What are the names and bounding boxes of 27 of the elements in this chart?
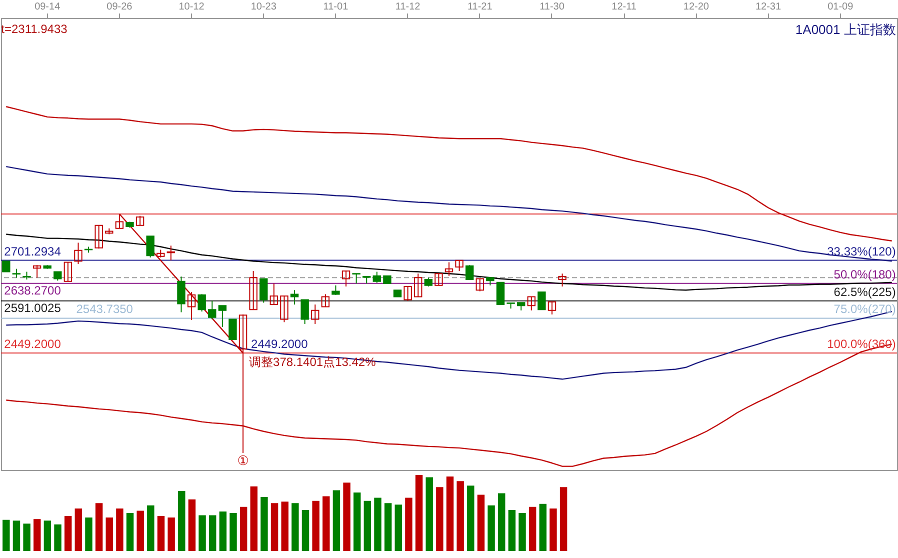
x-tick-label: 09-14: [34, 2, 61, 12]
annotation: 33.33%(120): [827, 244, 896, 258]
annotation: ①: [237, 453, 249, 468]
x-tick-label: 12-11: [612, 2, 637, 12]
x-tick-label: 10-23: [250, 2, 277, 12]
x-tick-label: 11-12: [395, 2, 421, 12]
ref-line-label: 2449.2000: [4, 336, 62, 351]
x-tick-label: 11-30: [540, 2, 565, 12]
annotation: 62.5%(225): [834, 284, 896, 299]
annotation: 100.0%(360): [827, 336, 896, 351]
x-tick-label: 10-12: [178, 2, 205, 12]
x-tick-label: 09-26: [106, 2, 133, 12]
ref-line-label: 2591.0025: [4, 300, 62, 315]
x-tick-label: 01-09: [828, 2, 854, 12]
x-tick-label: 12-31: [755, 2, 782, 12]
annotation: 75.0%(270): [834, 302, 896, 316]
x-tick-label: 11-21: [467, 2, 493, 12]
chart-title: 1A0001 上证指数: [795, 22, 896, 37]
annotation: t=2311.9433: [1, 22, 68, 36]
ref-line-label: 2638.2700: [4, 283, 62, 298]
x-tick-label: 12-20: [683, 2, 710, 12]
annotation: 调整378.1401点13.42%: [249, 355, 376, 370]
annotation: 50.0%(180): [834, 267, 896, 282]
annotation: 2449.2000: [251, 337, 308, 352]
x-tick-label: 11-01: [323, 2, 349, 12]
ref-line-label: 2543.7350: [76, 302, 134, 316]
ref-line-label: 2701.2934: [4, 244, 62, 258]
